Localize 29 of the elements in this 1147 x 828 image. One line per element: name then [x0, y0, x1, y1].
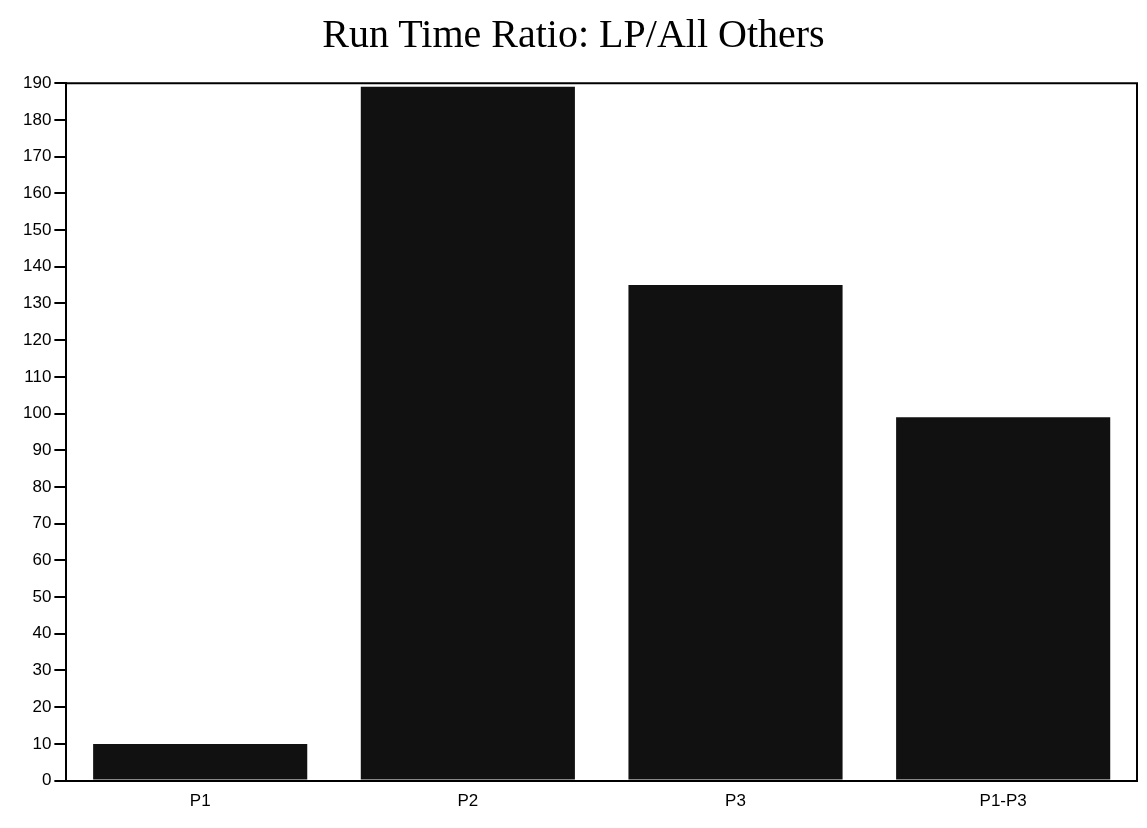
y-tick-label: 70 — [32, 513, 52, 533]
y-tick-label: 190 — [22, 72, 52, 92]
x-tick-label: P1-P3 — [979, 791, 1027, 811]
y-tick-label: 160 — [22, 183, 52, 202]
bar — [360, 86, 575, 780]
y-tick-label: 180 — [22, 109, 52, 129]
y-tick-label: 100 — [22, 403, 52, 423]
y-tick-label: 170 — [22, 146, 52, 166]
y-tick-label: 80 — [32, 476, 52, 496]
bar — [896, 417, 1111, 780]
y-tick-label: 120 — [22, 329, 52, 349]
bar — [93, 743, 308, 780]
chart-title: Run Time Ratio: LP/All Others — [321, 10, 826, 58]
y-tick-label: 140 — [22, 256, 52, 276]
x-tick-label: P2 — [457, 791, 479, 811]
y-tick-label: 90 — [32, 439, 52, 459]
y-tick-label: 20 — [32, 696, 52, 716]
y-tick-label: 130 — [22, 293, 52, 313]
x-tick-label: P1 — [189, 791, 211, 811]
bar — [628, 285, 843, 780]
y-tick-label: 0 — [41, 770, 52, 790]
y-tick-label: 60 — [32, 550, 52, 570]
y-tick-label: 10 — [32, 733, 52, 753]
y-tick-label: 40 — [32, 623, 52, 643]
y-tick-label: 50 — [32, 586, 52, 606]
x-tick-label: P3 — [725, 791, 746, 811]
y-tick-label: 30 — [32, 660, 52, 680]
y-tick-label: 110 — [24, 366, 52, 386]
y-tick-label: 150 — [22, 219, 52, 239]
